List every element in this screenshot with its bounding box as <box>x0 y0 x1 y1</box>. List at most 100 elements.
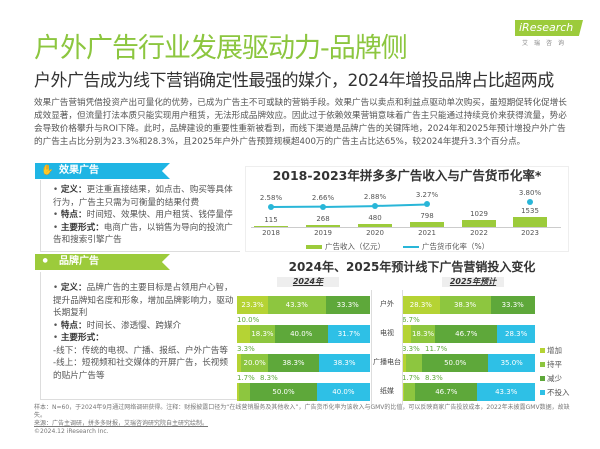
bar-segment-持平: 20.0% <box>241 354 268 372</box>
rate-line-segment <box>374 203 428 207</box>
bar-segment-label: 10.0% <box>237 316 260 324</box>
bar-segment-不投入: 38.3% <box>318 354 370 372</box>
brand-line: -线下：传统的电视、广播、报纸、户外广告等 <box>53 345 228 356</box>
stacked-bar-row: 3.3% 20.0% 38.3% 38.3% <box>237 345 370 372</box>
effect-ad-label: 效果广告 <box>59 165 99 176</box>
legend-item: 持平 <box>540 359 562 370</box>
x-tick-label: 2022 <box>470 229 488 237</box>
bar-segment-持平: 43.3% <box>267 296 326 314</box>
legend-text: 减少 <box>547 374 562 383</box>
pdd-chart-title: 2018-2023年拼多多广告收入与广告货币化率* <box>272 168 542 183</box>
legend-swatch <box>540 348 545 353</box>
x-tick-label: 2018 <box>262 229 280 237</box>
handshake-icon: ✋ <box>41 165 54 176</box>
item-value: 时间长、渗透慢、跨媒介 <box>86 320 182 331</box>
bar-label: 1029 <box>470 210 488 219</box>
legend-item: 广告收入（亿元） <box>306 241 385 252</box>
bar <box>358 223 392 227</box>
item-value: 电商广告，以销售为导向的投流广告和搜索引擎广告 <box>53 222 233 246</box>
effect-ad-panel: • 定义：更注重直接结果，如点击、购买等具体行为，广告主只需为可衡量的结果付费 •… <box>40 180 240 252</box>
bar-label: 115 <box>264 216 278 225</box>
bar-segment-减少: 40.0% <box>274 325 328 343</box>
bar <box>410 221 444 227</box>
legend-item: 减少 <box>540 373 562 384</box>
legend-text: 持平 <box>547 360 562 369</box>
pdd-chart: 2018-2023年拼多多广告收入与广告货币化率* 115 2018 2.58% 26… <box>245 166 569 252</box>
category-label: 户外 <box>380 300 394 308</box>
bar-segment-增加 <box>237 325 251 343</box>
page-title: 户外广告行业发展驱动力-品牌侧 <box>34 33 408 64</box>
bar-segment-label: 6.7% <box>402 316 420 324</box>
category-label: 电视 <box>380 329 394 337</box>
bar-label: 1535 <box>521 207 539 215</box>
legend-text: 广告收入（亿元） <box>325 242 385 251</box>
category-label: 纸媒 <box>380 387 394 395</box>
item-value: 更注重直接结果，如点击、购买等具体行为，广告主只需为可衡量的结果付费 <box>53 185 233 208</box>
stacked-bar-row: 10.0% 18.3% 40.0% 31.7% <box>237 316 370 343</box>
bar-segment-减少: 50.0% <box>250 383 317 401</box>
bar <box>306 225 340 227</box>
bar-segment-增加: 28.3% <box>402 296 440 314</box>
bar-label: 268 <box>316 215 330 224</box>
effect-item: • 主要形式：电商广告，以销售为导向的投流广告和搜索引擎广告 <box>53 222 233 246</box>
line-label: 2.58% <box>259 194 283 202</box>
offline-chart: 2024年、2025年预计线下广告营销投入变化 2024年 23.3% 43.3% 3… <box>232 260 592 405</box>
bar-segment-增加 <box>402 325 411 343</box>
brand-ad-header: ⚫ 品牌广告 <box>35 254 170 270</box>
stacked-bar-row: 23.3% 43.3% 33.3% <box>237 296 370 314</box>
bar-segment-减少: 33.3% <box>325 296 370 314</box>
bar <box>254 226 288 227</box>
footer-note: 样本：N=60，于2024年9月通过网络调研获得。注释：财报披露口径为“在线营销… <box>34 404 570 419</box>
bar-segment-增加 <box>237 354 242 372</box>
bar-segment-增加 <box>402 383 405 401</box>
item-key: 定义： <box>60 185 87 195</box>
page-subtitle: 户外广告成为线下营销确定性最强的媒介，2024年增投品牌占比超两成 <box>34 71 554 91</box>
offline-chart-title: 2024年、2025年预计线下广告营销投入变化 <box>288 260 536 274</box>
bar-segment-持平 <box>239 383 251 401</box>
line-label: 2.88% <box>363 192 387 201</box>
legend-swatch <box>540 362 545 367</box>
bar-segment-减少: 50.0% <box>421 354 489 372</box>
bar-segment-不投入: 35.0% <box>488 354 535 372</box>
bar-segment-label: 11.7% <box>425 345 448 353</box>
line-label: 2.66% <box>311 193 335 202</box>
bar-segment-增加 <box>237 383 240 401</box>
stacked-bar-row: 1.7% 8.3% 50.0% 40.0% <box>237 374 370 401</box>
legend-swatch <box>306 245 322 249</box>
bar-segment-label: 1.7% <box>237 374 255 382</box>
stacked-bar-row: 28.3% 38.3% 33.3% <box>402 296 535 314</box>
legend-item: 不投入 <box>540 387 570 398</box>
bar-segment-持平 <box>404 383 416 401</box>
divider <box>371 290 372 405</box>
logo-subtext: 艾瑞咨询 <box>522 40 571 47</box>
stacked-bar-row: 6.7% 18.3% 46.7% 28.3% <box>402 316 535 343</box>
stacked-bar-row: 1.7% 8.3% 46.7% 43.3% <box>402 374 535 401</box>
brand-line: -线上：短视频和社交媒体的开屏广告，长视频的贴片广告等 <box>53 358 228 381</box>
panel-label: 2025年预计 <box>442 277 504 287</box>
brand-item: • 定义：品牌广告的主要目标是占领用户心智，提升品牌知名度和形象，增加品牌影响力… <box>53 283 234 318</box>
rate-line-segment <box>322 204 376 208</box>
item-key: 主要形式： <box>60 222 104 233</box>
brand-item: • 特点：时间长、渗透慢、跨媒介 <box>53 320 182 331</box>
bar-segment-持平: 18.3% <box>250 325 275 343</box>
brand-ad-panel: • 定义：品牌广告的主要目标是占领用户心智，提升品牌知名度和形象，增加品牌影响力… <box>40 272 240 400</box>
x-tick-label: 2023 <box>521 229 539 237</box>
line-label: 3.80% <box>518 189 542 198</box>
effect-item: • 特点：时间短、效果快、用户租赁、钱停量停 <box>53 210 233 220</box>
bar-segment-label: 3.3% <box>237 345 255 353</box>
bar <box>462 220 496 227</box>
legend-swatch <box>540 376 545 381</box>
x-axis <box>251 227 561 228</box>
intro-paragraph: 效果广告营销凭借投资产出可量化的优势，已成为广告主不可或缺的营销手段。效果广告以… <box>34 98 567 147</box>
effect-ad-header: ✋ 效果广告 <box>35 163 170 179</box>
legend-item: 增加 <box>540 345 562 356</box>
brand-ad-label: 品牌广告 <box>59 256 99 267</box>
bar-segment-label: 8.3% <box>260 374 278 382</box>
share-nodes-icon: ⚫ <box>41 256 50 267</box>
legend-text: 广告货币化率（%） <box>422 242 490 251</box>
bar-label: 798 <box>420 211 434 220</box>
item-key: 定义： <box>60 283 87 293</box>
bar-segment-label: 1.7% <box>402 374 420 382</box>
bar-segment-持平: 18.3% <box>410 325 436 343</box>
category-label: 广播电台 <box>373 358 401 366</box>
